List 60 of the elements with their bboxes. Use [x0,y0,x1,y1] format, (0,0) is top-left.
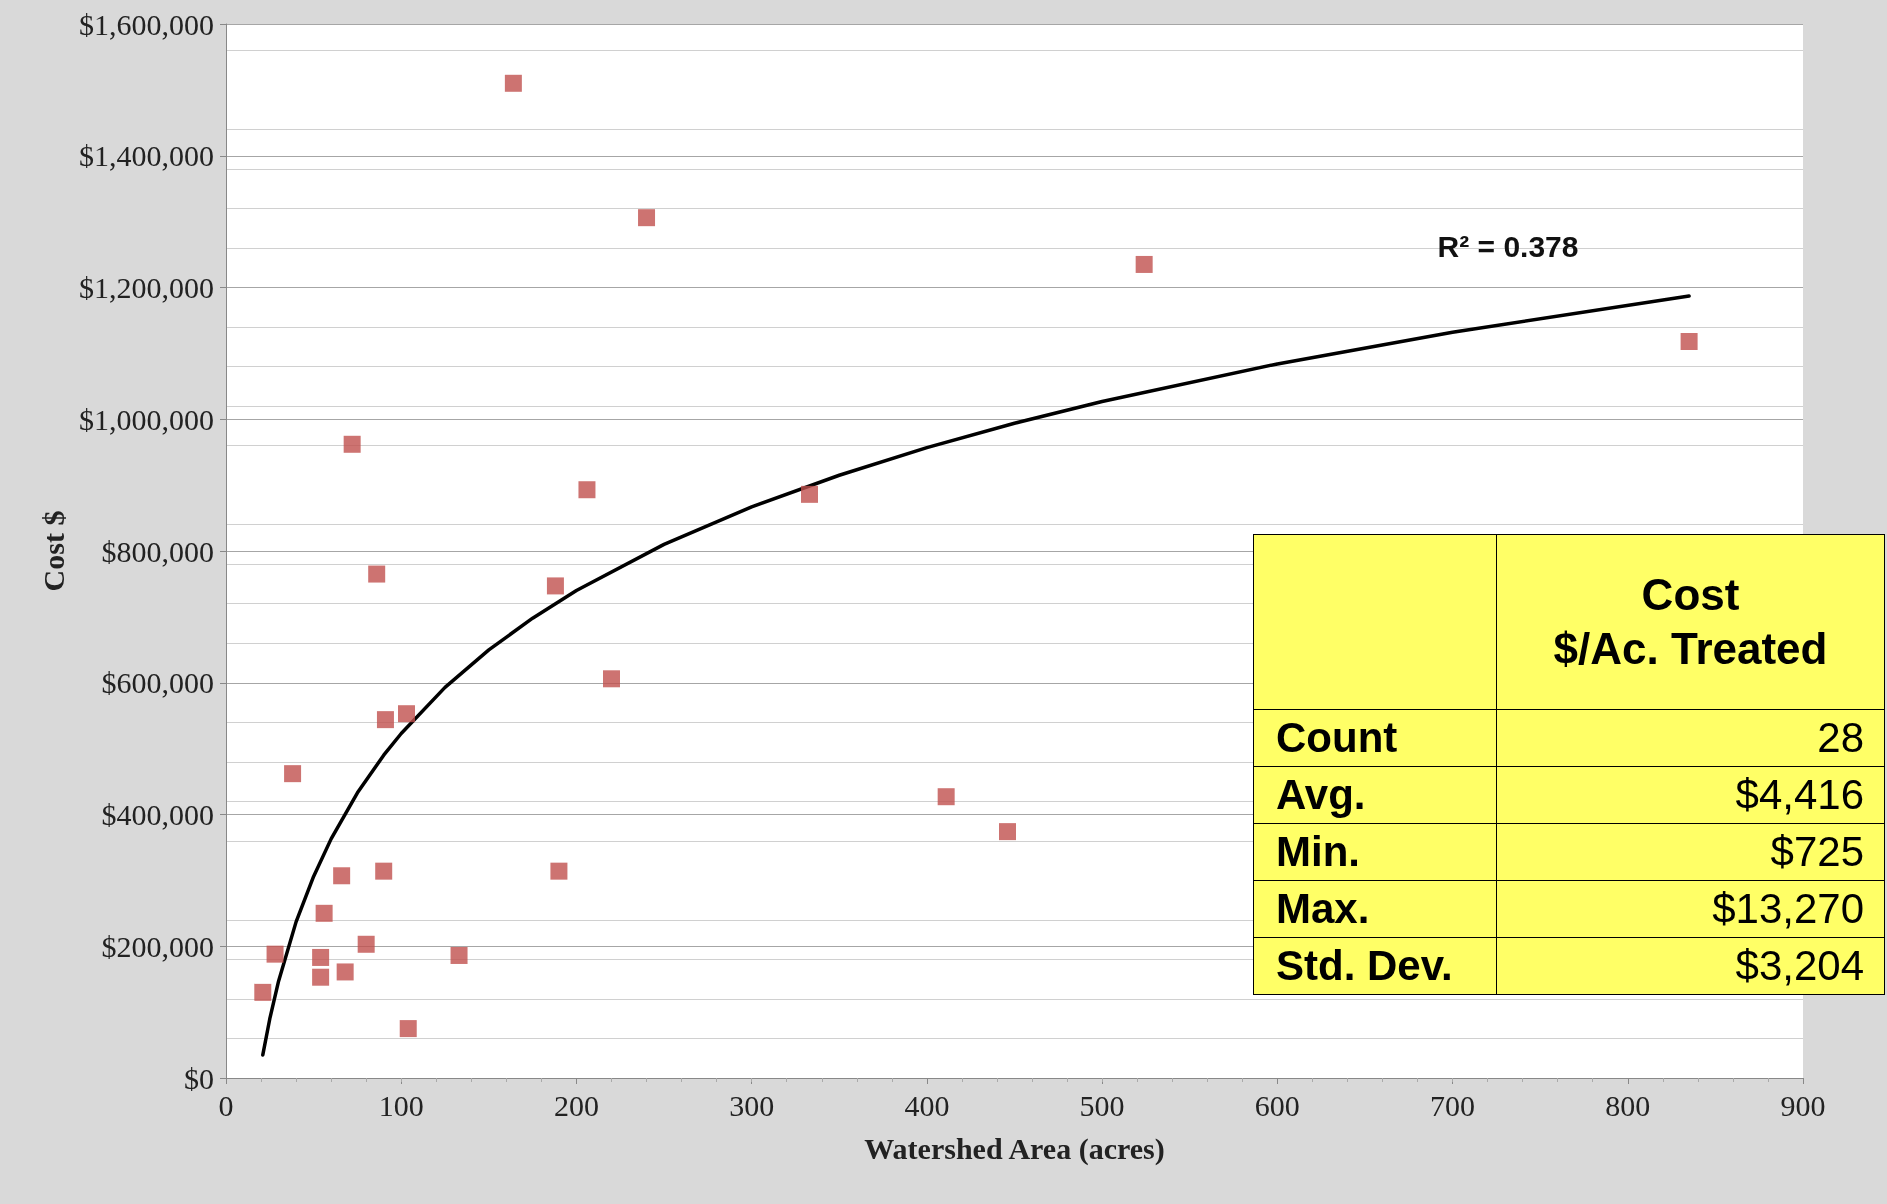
point [399,1020,417,1038]
annotation: Avg. [1253,766,1497,824]
point [937,788,955,806]
y-tick-label: $200,000 [101,929,214,963]
point [450,946,468,964]
x-tick-label: 300 [729,1088,775,1122]
point [397,705,415,723]
y-tick-label: $800,000 [101,534,214,568]
point [343,435,361,453]
annotation: $4,416 [1496,766,1885,824]
point [333,867,351,885]
x-tick-label: 500 [1079,1088,1125,1122]
annotation: R² = 0.378 [1437,229,1579,263]
point [376,711,394,729]
x-tick-label: 600 [1254,1088,1300,1122]
y-tick-label: $0 [184,1061,214,1095]
point [578,481,596,499]
x-tick-label: 900 [1780,1088,1826,1122]
point [800,485,818,503]
y-tick-label: $1,000,000 [79,402,214,436]
y-axis-title: Cost $ [36,510,70,592]
point [998,823,1016,841]
x-tick-label: 800 [1605,1088,1651,1122]
annotation: Max. [1253,880,1497,938]
point [357,935,375,953]
annotation: Count [1253,709,1497,767]
annotation: $725 [1496,823,1885,881]
point [368,565,386,583]
y-tick-label: $600,000 [101,666,214,700]
y-tick-label: $1,600,000 [79,7,214,41]
point [284,765,302,783]
point [638,209,656,227]
point [254,983,272,1001]
x-tick-label: 700 [1430,1088,1476,1122]
y-tick-label: $1,400,000 [79,139,214,173]
x-tick-label: 0 [218,1088,234,1122]
point [266,945,284,963]
point [1135,255,1153,273]
x-tick-label: 100 [378,1088,424,1122]
annotation: $3,204 [1496,937,1885,995]
point [336,963,354,981]
point [312,968,330,986]
annotation: Cost $/Ac. Treated [1496,534,1885,710]
point [602,670,620,688]
point [550,862,568,880]
x-tick-label: 400 [904,1088,950,1122]
annotation: Std. Dev. [1253,937,1497,995]
x-axis-title: Watershed Area (acres) [864,1131,1165,1166]
annotation: $13,270 [1496,880,1885,938]
y-tick-label: $1,200,000 [79,271,214,304]
point [315,904,333,922]
annotation: Min. [1253,823,1497,881]
point [546,577,564,595]
y-tick-label: $400,000 [101,798,214,831]
point [504,74,522,92]
point [375,862,393,880]
point [1680,333,1698,351]
text: 28 [1817,714,1864,761]
point [312,948,330,966]
x-tick-label: 200 [553,1088,599,1122]
